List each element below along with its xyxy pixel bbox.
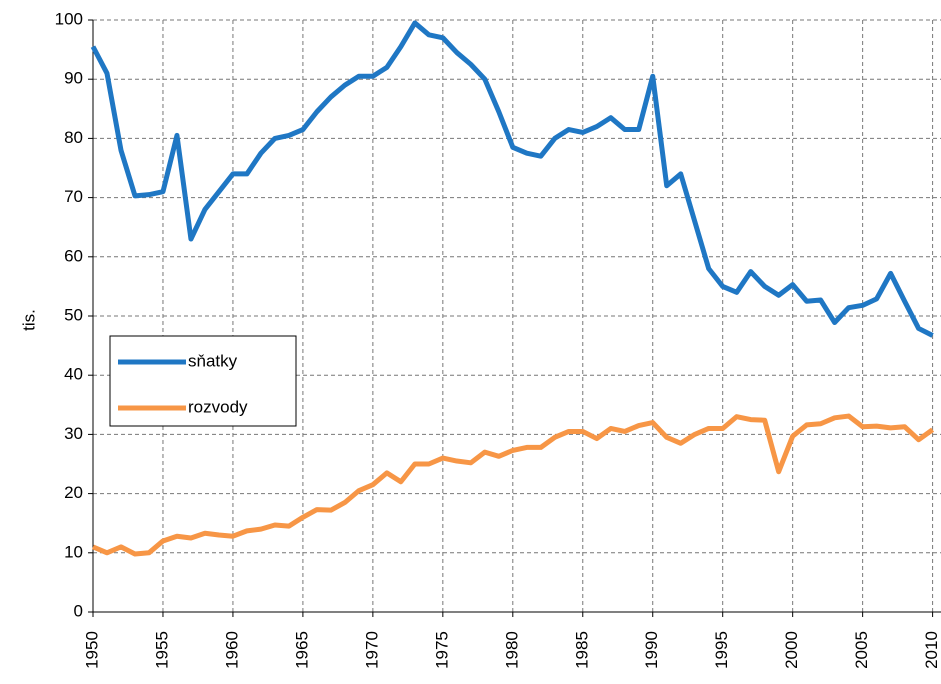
y-tick-label: 30 [64, 424, 83, 443]
y-tick-label: 50 [64, 305, 83, 324]
x-tick-label: 1960 [222, 631, 241, 669]
y-tick-label: 60 [64, 246, 83, 265]
legend-label: rozvody [188, 397, 248, 416]
legend-label: sňatky [188, 351, 238, 370]
y-axis-label: tis. [19, 309, 38, 331]
x-tick-label: 1950 [82, 631, 101, 669]
series-line [92, 413, 935, 557]
x-tick-label: 1975 [432, 631, 451, 669]
x-tick-label: 1970 [362, 631, 381, 669]
x-tick-label: 2000 [782, 631, 801, 669]
legend-box [109, 335, 297, 427]
x-tick-label: 1965 [292, 631, 311, 669]
x-tick-label: 1990 [642, 631, 661, 669]
x-tick-label: 1980 [502, 631, 521, 669]
y-tick-label: 100 [55, 9, 83, 28]
y-tick-label: 20 [64, 483, 83, 502]
x-tick-label: 1955 [152, 631, 171, 669]
x-tick-label: 1985 [572, 631, 591, 669]
x-tick-label: 2005 [852, 631, 871, 669]
series-line [90, 20, 934, 338]
y-tick-label: 10 [64, 542, 83, 561]
y-tick-label: 80 [64, 128, 83, 147]
y-tick-label: 40 [64, 365, 83, 384]
x-tick-label: 1995 [712, 631, 731, 669]
y-tick-label: 90 [64, 69, 83, 88]
y-tick-label: 0 [74, 601, 83, 620]
y-tick-label: 70 [64, 187, 83, 206]
x-tick-label: 2010 [922, 631, 941, 669]
